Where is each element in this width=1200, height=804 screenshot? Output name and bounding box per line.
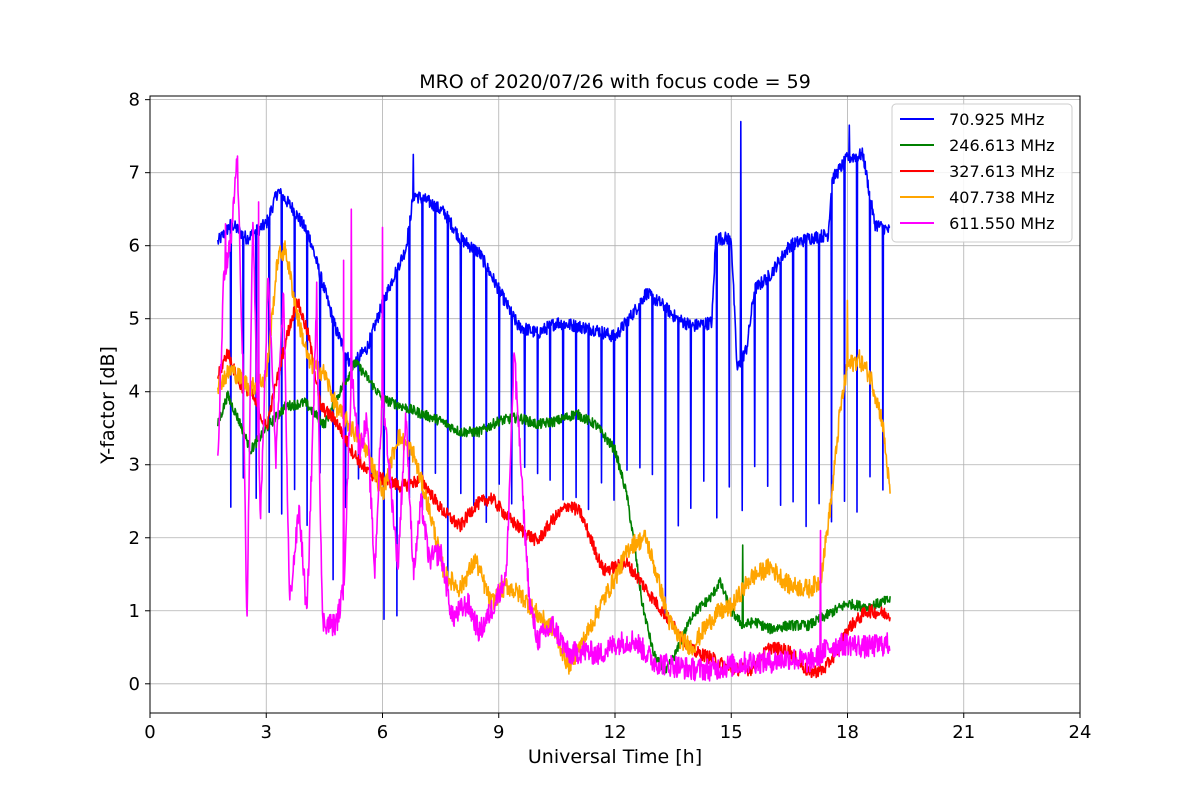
legend-label: 611.550 MHz	[944, 214, 1055, 233]
x-tick-label: 21	[952, 722, 975, 743]
y-tick-label: 6	[129, 236, 140, 257]
x-axis-label: Universal Time [h]	[528, 746, 702, 768]
legend-label: 70.925 MHz	[944, 110, 1044, 129]
legend-label: 327.613 MHz	[944, 162, 1055, 181]
y-tick-label: 1	[129, 601, 140, 622]
x-tick-label: 3	[261, 722, 272, 743]
chart-title: MRO of 2020/07/26 with focus code = 59	[419, 71, 811, 93]
legend: 70.925 MHz 246.613 MHz 327.613 MHz 407.7…	[891, 103, 1073, 243]
y-tick-label: 3	[129, 455, 140, 476]
series-line-4	[217, 155, 891, 682]
series-lines	[217, 120, 891, 682]
x-tick-label: 9	[493, 722, 504, 743]
y-tick-label: 0	[129, 674, 140, 695]
legend-box	[891, 103, 1073, 243]
x-tick-label: 6	[377, 722, 388, 743]
y-tick-label: 7	[129, 163, 140, 184]
x-tick-label: 0	[144, 722, 155, 743]
legend-label: 246.613 MHz	[944, 136, 1055, 155]
y-tick-label: 2	[129, 528, 140, 549]
y-tick-label: 5	[129, 309, 140, 330]
y-axis-label: Y-factor [dB]	[97, 346, 119, 465]
series-line-0	[217, 120, 891, 620]
y-tick-label: 8	[129, 90, 140, 111]
x-tick-label: 24	[1069, 722, 1092, 743]
legend-label: 407.738 MHz	[944, 188, 1055, 207]
y-tick-label: 4	[129, 382, 140, 403]
x-tick-label: 18	[836, 722, 859, 743]
x-tick-label: 12	[604, 722, 627, 743]
x-tick-label: 15	[720, 722, 743, 743]
series-line-2	[217, 298, 891, 679]
